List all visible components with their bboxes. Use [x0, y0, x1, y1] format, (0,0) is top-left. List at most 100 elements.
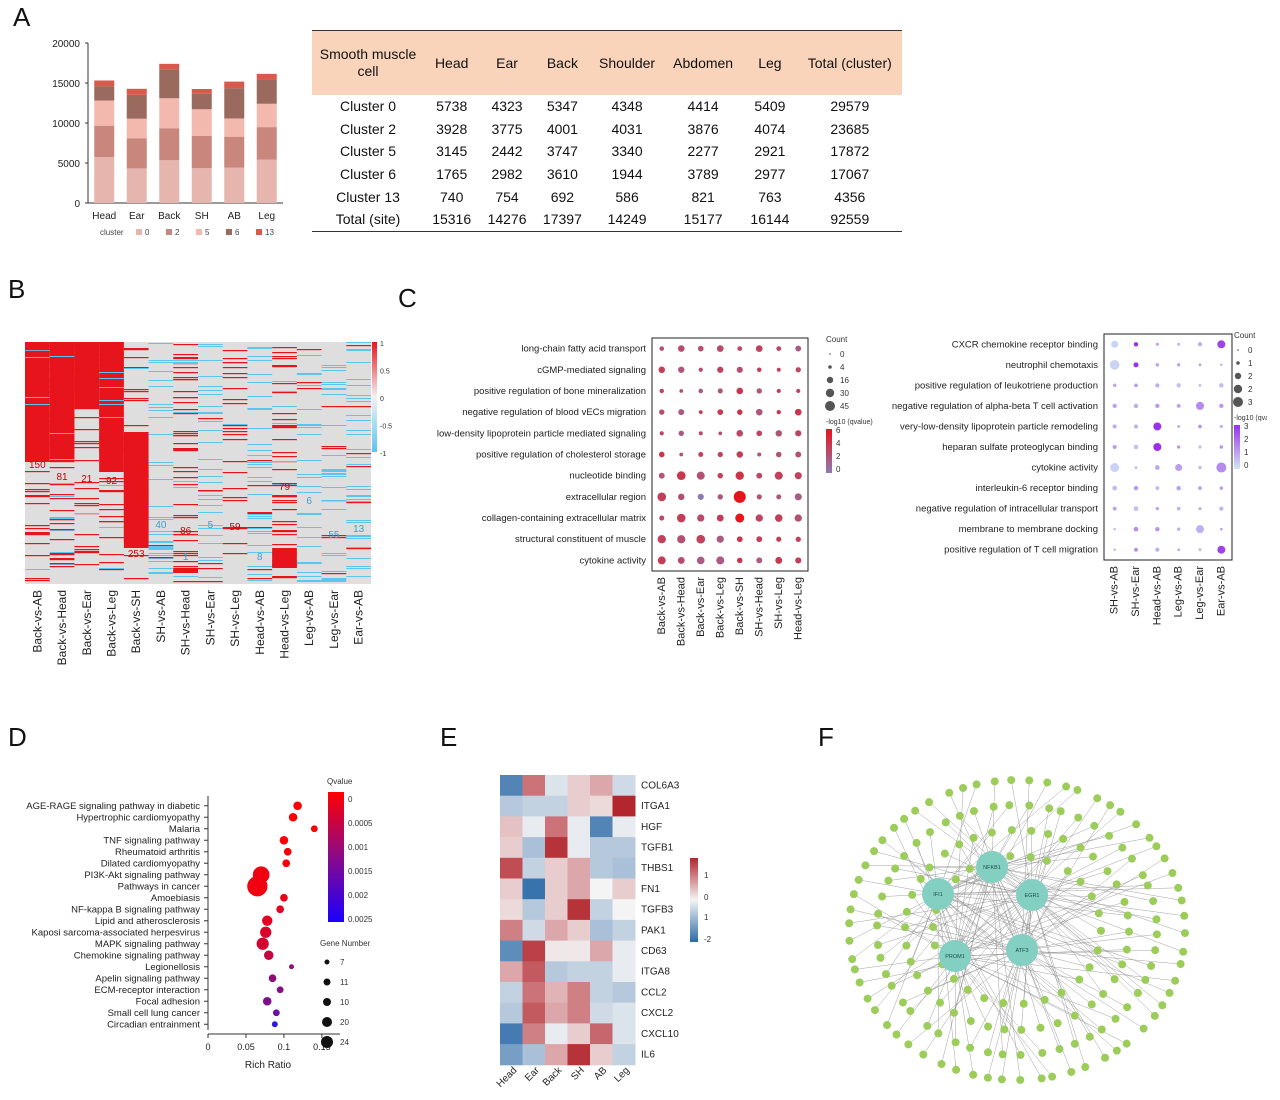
- table-cell: 754: [495, 188, 519, 205]
- heatmap-stripe: [272, 531, 297, 533]
- heatmap-stripe: [173, 555, 198, 557]
- table-cell: Cluster 13: [336, 188, 400, 205]
- color-legend-title: -log10 (qvalue): [1234, 415, 1267, 422]
- heatmap-cell: [545, 795, 568, 817]
- heatmap-cell: [522, 775, 546, 797]
- size-legend-dot: [828, 365, 832, 369]
- size-legend-label: 4: [840, 363, 845, 372]
- leaf-node: [997, 1075, 1006, 1084]
- bar-segment: [159, 63, 180, 70]
- heatmap-stripe: [49, 517, 75, 518]
- edge: [1021, 811, 1061, 951]
- dot: [697, 514, 705, 522]
- heatmap-stripe: [296, 492, 322, 493]
- dot: [774, 471, 783, 480]
- table-cell: 3876: [687, 120, 719, 137]
- heatmap-stripe: [296, 572, 322, 573]
- dot: [1155, 383, 1160, 388]
- heatmap-stripe: [99, 554, 124, 556]
- heatmap-cell: [500, 816, 523, 838]
- table-cell: 3340: [611, 143, 643, 160]
- column-label: Back-vs-Ear: [695, 577, 707, 637]
- dot: [679, 389, 684, 393]
- x-tick-label: Back: [158, 211, 181, 222]
- legend-label: 13: [265, 228, 274, 237]
- cluster-count-table: Smooth muscle cell Head Ear Back Shoulder Abd…: [312, 30, 902, 232]
- edge: [954, 955, 1080, 980]
- heatmap-stripe: [198, 476, 223, 477]
- leaf-node: [902, 907, 911, 916]
- dot: [717, 388, 723, 394]
- legend-label: 0: [145, 228, 150, 237]
- dot: [1177, 445, 1181, 449]
- heatmap-cell: [545, 775, 568, 797]
- heatmap-cell: [612, 899, 636, 921]
- dot: [1219, 506, 1224, 511]
- heatmap-cell: [545, 899, 568, 921]
- heatmap-cell: [522, 857, 546, 879]
- heatmap-stripe: [25, 391, 50, 393]
- heatmap-stripe: [198, 386, 223, 387]
- leaf-node: [874, 941, 883, 950]
- edge: [991, 866, 1045, 1000]
- heatmap-stripe: [198, 512, 223, 513]
- heatmap-stripe: [272, 461, 297, 462]
- heatmap-cell: [522, 961, 546, 983]
- dot: [1155, 363, 1160, 367]
- dot: [1220, 363, 1223, 367]
- heatmap-stripe: [49, 563, 75, 565]
- edge: [895, 868, 1033, 896]
- leaf-node: [940, 849, 949, 858]
- leaf-node: [1063, 867, 1072, 876]
- heatmap-stripe: [99, 414, 124, 416]
- hub-node: [1006, 934, 1038, 966]
- size-legend-title: Gene Number: [320, 939, 371, 948]
- heatmap-stripe: [198, 495, 223, 496]
- leaf-node: [908, 890, 917, 899]
- column-label: Leg-vs-AB: [302, 590, 316, 646]
- heatmap-stripe: [123, 400, 149, 402]
- leaf-node: [900, 852, 909, 861]
- heatmap-cell: [612, 837, 636, 859]
- heatmap-stripe: [148, 572, 174, 573]
- edge: [937, 786, 1067, 895]
- leaf-node: [925, 828, 934, 837]
- dot: [1196, 401, 1204, 410]
- heatmap-stripe: [49, 450, 75, 452]
- heatmap-stripe: [321, 388, 347, 389]
- heatmap-stripe: [173, 561, 198, 563]
- heatmap-stripe: [74, 552, 100, 554]
- heatmap-stripe: [321, 425, 347, 426]
- scale-label: -1: [380, 451, 386, 458]
- heatmap-stripe: [272, 358, 297, 360]
- dot: [659, 409, 665, 415]
- term-label: cGMP-mediated signaling: [537, 365, 646, 376]
- edge: [904, 894, 1033, 928]
- dot: [755, 408, 763, 416]
- heatmap-stripe: [346, 345, 371, 347]
- heatmap-stripe: [247, 552, 273, 553]
- heatmap-stripe: [99, 433, 124, 435]
- heatmap-cell: [612, 857, 636, 879]
- heatmap-stripe: [247, 444, 273, 445]
- dot: [1197, 342, 1203, 347]
- leaf-node: [870, 1006, 879, 1015]
- legend-swatch: [166, 229, 172, 235]
- size-legend-dot: [826, 376, 834, 384]
- heatmap-stripe: [321, 446, 347, 448]
- heatmap-stripe: [74, 498, 100, 500]
- dot: [657, 492, 667, 502]
- color-scale: [826, 429, 832, 473]
- dot: [1112, 383, 1117, 388]
- pathway-dot: [293, 801, 302, 811]
- heatmap-cell: [612, 816, 636, 838]
- gene-label: COL6A3: [641, 780, 680, 791]
- column-label: SH-vs-Head: [753, 577, 765, 637]
- column-label: SH-vs-AB: [1109, 566, 1121, 614]
- leaf-node: [1007, 826, 1016, 835]
- heatmap-cell: [500, 982, 523, 1004]
- table-cell: 586: [615, 188, 639, 205]
- block-count: 40: [155, 520, 167, 531]
- table-cell: 14249: [590, 207, 665, 232]
- heatmap-stripe: [296, 373, 322, 374]
